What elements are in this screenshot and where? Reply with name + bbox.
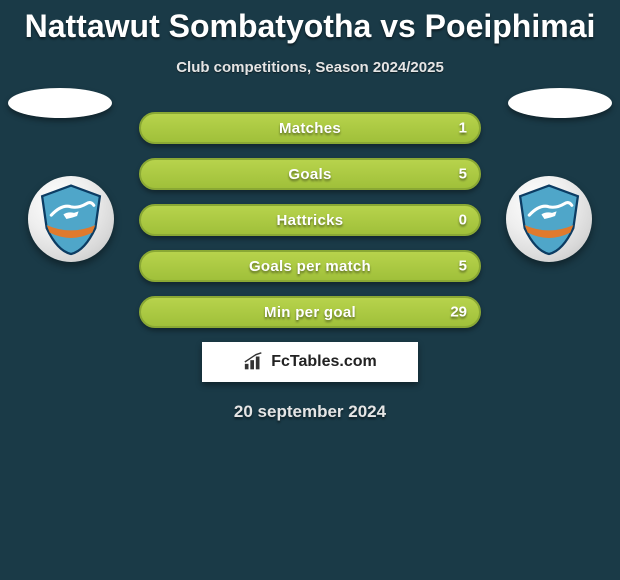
stat-label: Goals: [288, 166, 331, 183]
watermark: FcTables.com: [202, 342, 418, 382]
stat-row: Hattricks 0: [139, 204, 481, 236]
stat-row: Goals per match 5: [139, 250, 481, 282]
stat-row: Min per goal 29: [139, 296, 481, 328]
page-title: Nattawut Sombatyotha vs Poeiphimai: [0, 0, 620, 45]
watermark-text: FcTables.com: [271, 353, 377, 371]
stat-label: Matches: [279, 120, 341, 137]
club-crest-icon: [33, 181, 109, 257]
stat-right-value: 1: [459, 120, 467, 137]
player-right-badge: [506, 176, 592, 262]
stat-right-value: 5: [459, 166, 467, 183]
stats-list: Matches 1 Goals 5 Hattricks 0 Goals per …: [139, 106, 481, 328]
stat-label: Min per goal: [264, 304, 356, 321]
stat-row: Matches 1: [139, 112, 481, 144]
subtitle: Club competitions, Season 2024/2025: [0, 59, 620, 76]
stat-label: Goals per match: [249, 258, 371, 275]
player-left-badge: [28, 176, 114, 262]
bars-icon: [243, 352, 265, 372]
stat-label: Hattricks: [277, 212, 344, 229]
player-left-ellipse: [8, 88, 112, 118]
player-right-ellipse: [508, 88, 612, 118]
comparison-panel: Matches 1 Goals 5 Hattricks 0 Goals per …: [0, 106, 620, 422]
club-crest-icon: [511, 181, 587, 257]
stat-right-value: 29: [450, 304, 467, 321]
stat-row: Goals 5: [139, 158, 481, 190]
date-label: 20 september 2024: [0, 402, 620, 422]
stat-right-value: 5: [459, 258, 467, 275]
stat-right-value: 0: [459, 212, 467, 229]
